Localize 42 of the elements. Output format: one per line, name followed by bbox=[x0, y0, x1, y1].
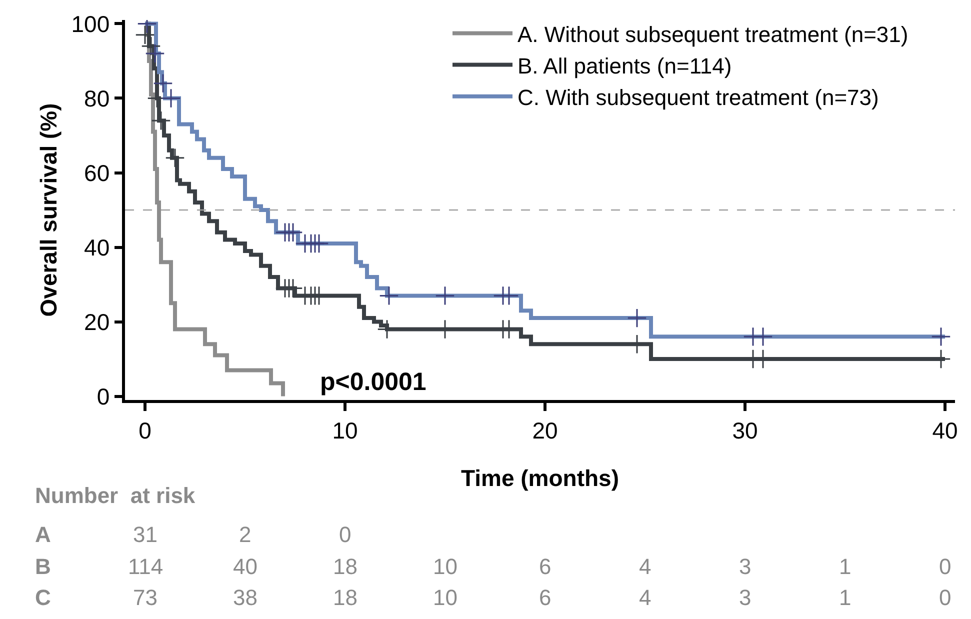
annotation: p<0.0001 bbox=[320, 368, 426, 396]
text: A bbox=[35, 522, 51, 547]
x-tick-label: 30 bbox=[732, 417, 758, 444]
x-tick-label: 10 bbox=[332, 417, 358, 444]
text: 10 bbox=[433, 585, 458, 610]
text: 6 bbox=[539, 585, 552, 610]
y-tick-label: 20 bbox=[84, 308, 110, 335]
text: 6 bbox=[539, 554, 552, 579]
x-tick-label: 40 bbox=[932, 417, 958, 444]
text: 114 bbox=[128, 554, 164, 579]
y-tick-label: 60 bbox=[84, 160, 110, 186]
text: 31 bbox=[133, 522, 158, 547]
text: 2 bbox=[239, 522, 252, 547]
x-tick-label: 20 bbox=[532, 417, 558, 444]
legend-label: B. All patients (n=114) bbox=[518, 53, 732, 78]
text: 38 bbox=[233, 585, 258, 610]
text: 1 bbox=[839, 554, 852, 579]
y-tick-label: 0 bbox=[96, 383, 110, 410]
text: Number at risk bbox=[35, 483, 196, 508]
text: B bbox=[35, 554, 51, 579]
text: C bbox=[35, 585, 51, 610]
text: 4 bbox=[639, 585, 652, 610]
text: 0 bbox=[939, 585, 952, 610]
legend-label: A. Without subsequent treatment (n=31) bbox=[518, 22, 908, 47]
text: 0 bbox=[939, 554, 952, 579]
text: 18 bbox=[333, 585, 358, 610]
text: 40 bbox=[233, 554, 258, 579]
y-tick-label: 100 bbox=[71, 10, 110, 37]
y-tick-label: 80 bbox=[84, 85, 110, 112]
y-tick-label: 40 bbox=[84, 234, 110, 260]
text: 73 bbox=[133, 585, 158, 610]
text: 10 bbox=[433, 554, 458, 579]
legend-label: C. With subsequent treatment (n=73) bbox=[518, 84, 879, 110]
text: 0 bbox=[339, 522, 352, 547]
text: 3 bbox=[739, 554, 752, 579]
text: 4 bbox=[639, 554, 652, 579]
x-tick-label: 0 bbox=[138, 417, 152, 444]
y-axis-title: Overall survival (%) bbox=[36, 103, 62, 317]
text: 1 bbox=[839, 585, 852, 610]
x-axis-title: Time (months) bbox=[460, 464, 620, 491]
text: 18 bbox=[333, 554, 358, 579]
text: 3 bbox=[739, 585, 752, 610]
